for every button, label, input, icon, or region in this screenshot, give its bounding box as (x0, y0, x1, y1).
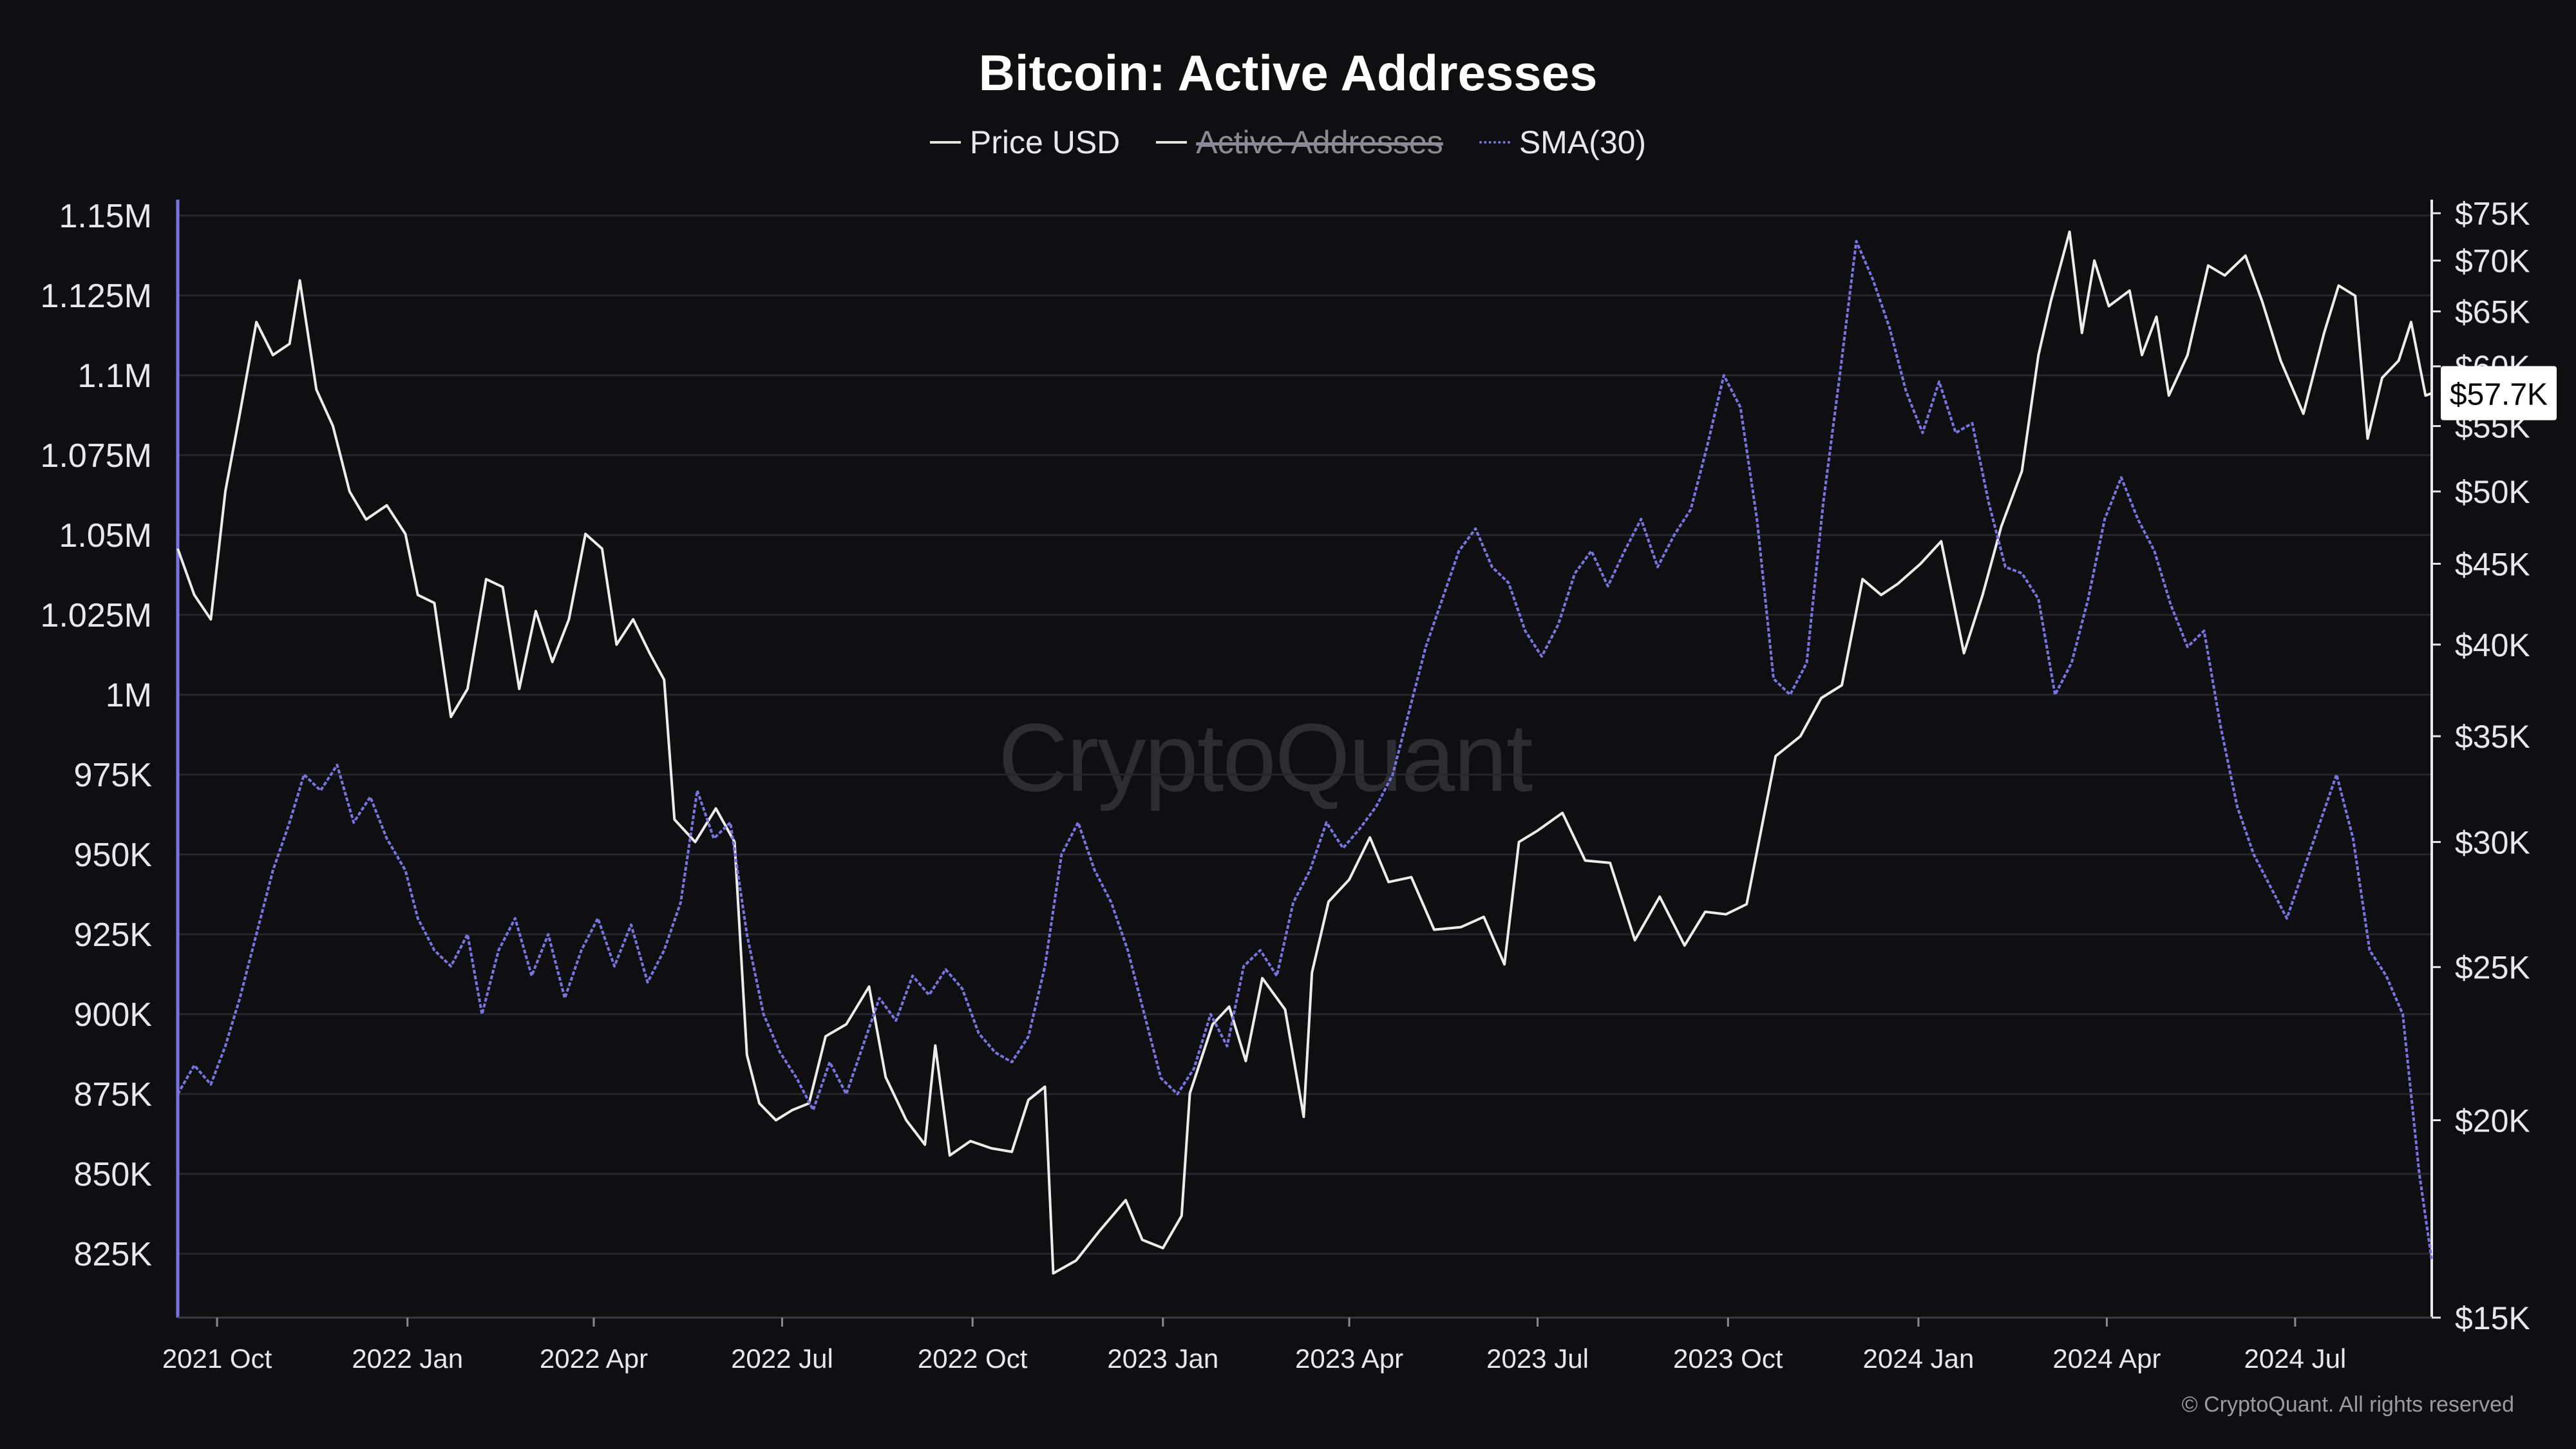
left-tick-label: 875K (74, 1076, 153, 1113)
left-tick-label: 1.1M (77, 357, 152, 395)
right-tick-label: $65K (2455, 294, 2530, 330)
price-tag-label: $57.7K (2450, 378, 2548, 412)
legend-item-price[interactable]: Price USD (929, 124, 1121, 161)
left-tick-label: 1.15M (59, 198, 152, 235)
right-tick-label: $75K (2455, 196, 2530, 232)
sma-30-line (176, 240, 2433, 1260)
x-tick-label: 2023 Jul (1486, 1343, 1589, 1374)
left-tick-label: 850K (74, 1156, 153, 1193)
left-tick-label: 1.075M (41, 437, 152, 475)
chart-title: Bitcoin: Active Addresses (978, 44, 1598, 101)
left-tick-label: 1.125M (41, 278, 152, 315)
x-tick-label: 2022 Jan (352, 1343, 463, 1374)
left-tick-label: 1M (106, 677, 152, 714)
right-tick-label: $30K (2455, 824, 2530, 860)
right-tick-label: $45K (2455, 546, 2530, 582)
x-tick-label: 2024 Jul (2244, 1343, 2346, 1374)
price-usd-line (176, 230, 2432, 1275)
right-tick-label: $25K (2455, 950, 2530, 986)
x-tick-label: 2022 Jul (731, 1343, 833, 1374)
right-tick-label: $70K (2455, 243, 2530, 279)
left-tick-label: 1.025M (41, 597, 152, 634)
legend-label-price: Price USD (969, 124, 1121, 160)
left-tick-label: 925K (74, 916, 153, 954)
right-tick-label: $15K (2455, 1300, 2530, 1336)
x-tick-label: 2024 Apr (2052, 1343, 2161, 1374)
legend: Price USD Active Addresses SMA(30) (0, 124, 2576, 161)
left-tick-label: 975K (74, 757, 153, 794)
watermark: CryptoQuant (998, 703, 1533, 811)
right-tick-label: $40K (2455, 627, 2530, 663)
x-tick-label: 2021 Oct (162, 1343, 272, 1374)
legend-swatch-sma (1479, 141, 1510, 144)
legend-swatch-active-addresses (1156, 141, 1188, 144)
legend-label-active-addresses: Active Addresses (1196, 124, 1443, 160)
right-tick-label: $35K (2455, 719, 2530, 755)
x-tick-label: 2023 Oct (1673, 1343, 1783, 1374)
left-tick-label: 825K (74, 1236, 153, 1273)
copyright-notice: © CryptoQuant. All rights reserved (2181, 1392, 2514, 1417)
x-tick-label: 2022 Oct (918, 1343, 1028, 1374)
x-tick-label: 2023 Jan (1107, 1343, 1218, 1374)
x-tick-label: 2023 Apr (1295, 1343, 1403, 1374)
right-tick-label: $50K (2455, 474, 2530, 510)
x-tick-label: 2024 Jan (1863, 1343, 1975, 1374)
right-tick-label: $20K (2455, 1103, 2530, 1139)
legend-item-active-addresses[interactable]: Active Addresses (1156, 124, 1443, 161)
left-tick-label: 1.05M (59, 517, 152, 554)
left-tick-label: 950K (74, 837, 153, 874)
price-tag-box (2441, 366, 2557, 421)
legend-label-sma: SMA(30) (1519, 124, 1647, 160)
x-tick-label: 2022 Apr (540, 1343, 648, 1374)
legend-swatch-price (929, 141, 961, 144)
left-tick-label: 900K (74, 996, 153, 1034)
legend-item-sma[interactable]: SMA(30) (1479, 124, 1646, 161)
